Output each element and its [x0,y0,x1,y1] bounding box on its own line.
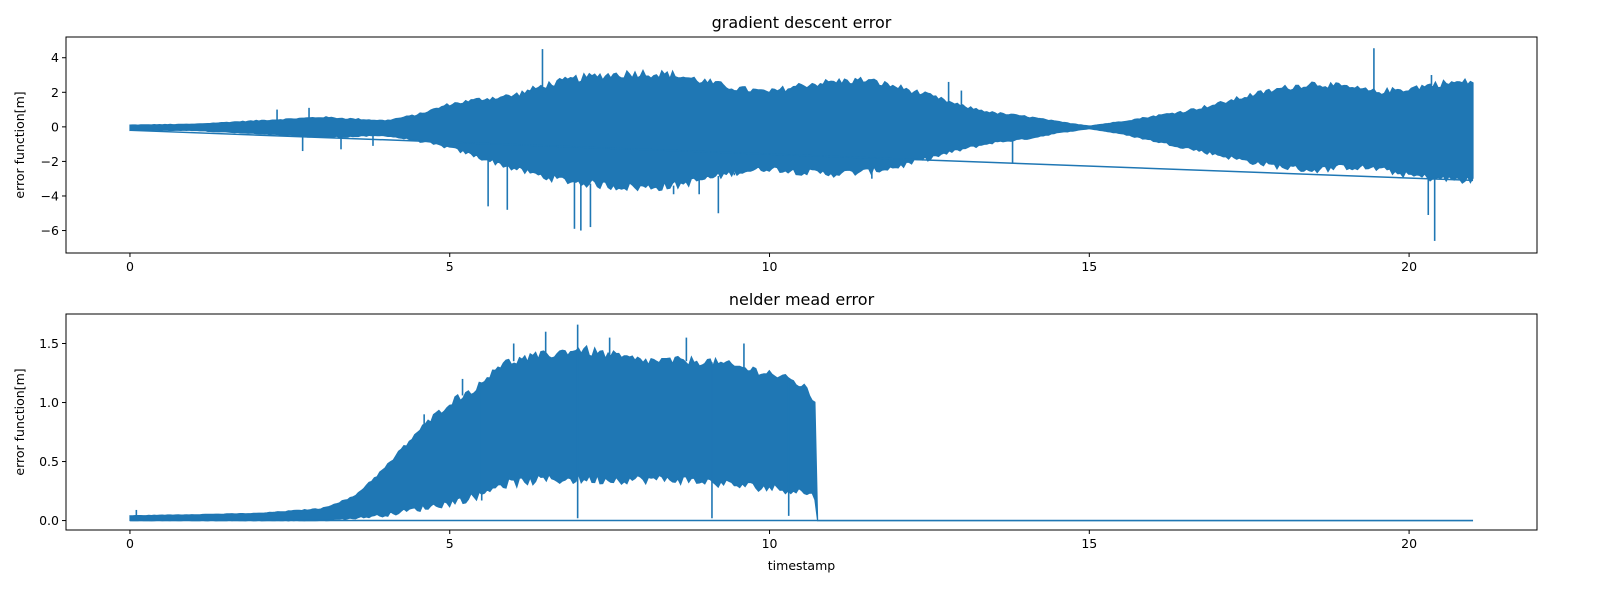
x-axis-ticks: 0 5 10 15 20 [126,253,1417,274]
y-axis-label: error function[m] [12,91,27,198]
y-tick-label: 1.0 [39,395,59,410]
x-tick-label: 5 [446,259,454,274]
y-tick-label: 2 [51,85,59,100]
series-baseline [129,129,1474,182]
y-tick-label: 0.0 [39,513,59,528]
x-tick-label: 10 [762,259,778,274]
plot-area [129,48,1474,241]
x-tick-label: 0 [126,536,134,551]
x-tick-label: 15 [1081,259,1097,274]
y-tick-label: 1.5 [39,336,59,351]
plot-area [129,324,1474,522]
y-tick-label: −4 [41,188,59,203]
chart-title: gradient descent error [712,13,892,32]
series-envelope [129,344,1473,522]
axes-frame [65,36,1538,254]
chart-title: nelder mead error [729,290,875,309]
y-tick-label: 4 [51,50,59,65]
x-tick-label: 15 [1081,536,1097,551]
chart-nelder-mead: nelder mead error error function[m] time… [12,290,1538,573]
series-envelope [129,68,1474,192]
y-tick-label: −6 [41,223,59,238]
x-tick-label: 20 [1401,259,1417,274]
axes-frame [65,313,1538,531]
x-tick-label: 10 [762,536,778,551]
x-axis-ticks: 0 5 10 15 20 [126,530,1417,551]
y-tick-label: 0 [51,119,59,134]
x-tick-label: 0 [126,259,134,274]
y-axis-label: error function[m] [12,368,27,475]
x-tick-label: 5 [446,536,454,551]
y-tick-label: 0.5 [39,454,59,469]
chart-gradient-descent: gradient descent error error function[m]… [12,13,1538,274]
y-axis-ticks: −6 −4 −2 0 2 4 [41,50,66,238]
y-tick-label: −2 [41,154,59,169]
y-axis-ticks: 0.0 0.5 1.0 1.5 [39,336,66,528]
x-tick-label: 20 [1401,536,1417,551]
x-axis-label: timestamp [768,558,835,573]
